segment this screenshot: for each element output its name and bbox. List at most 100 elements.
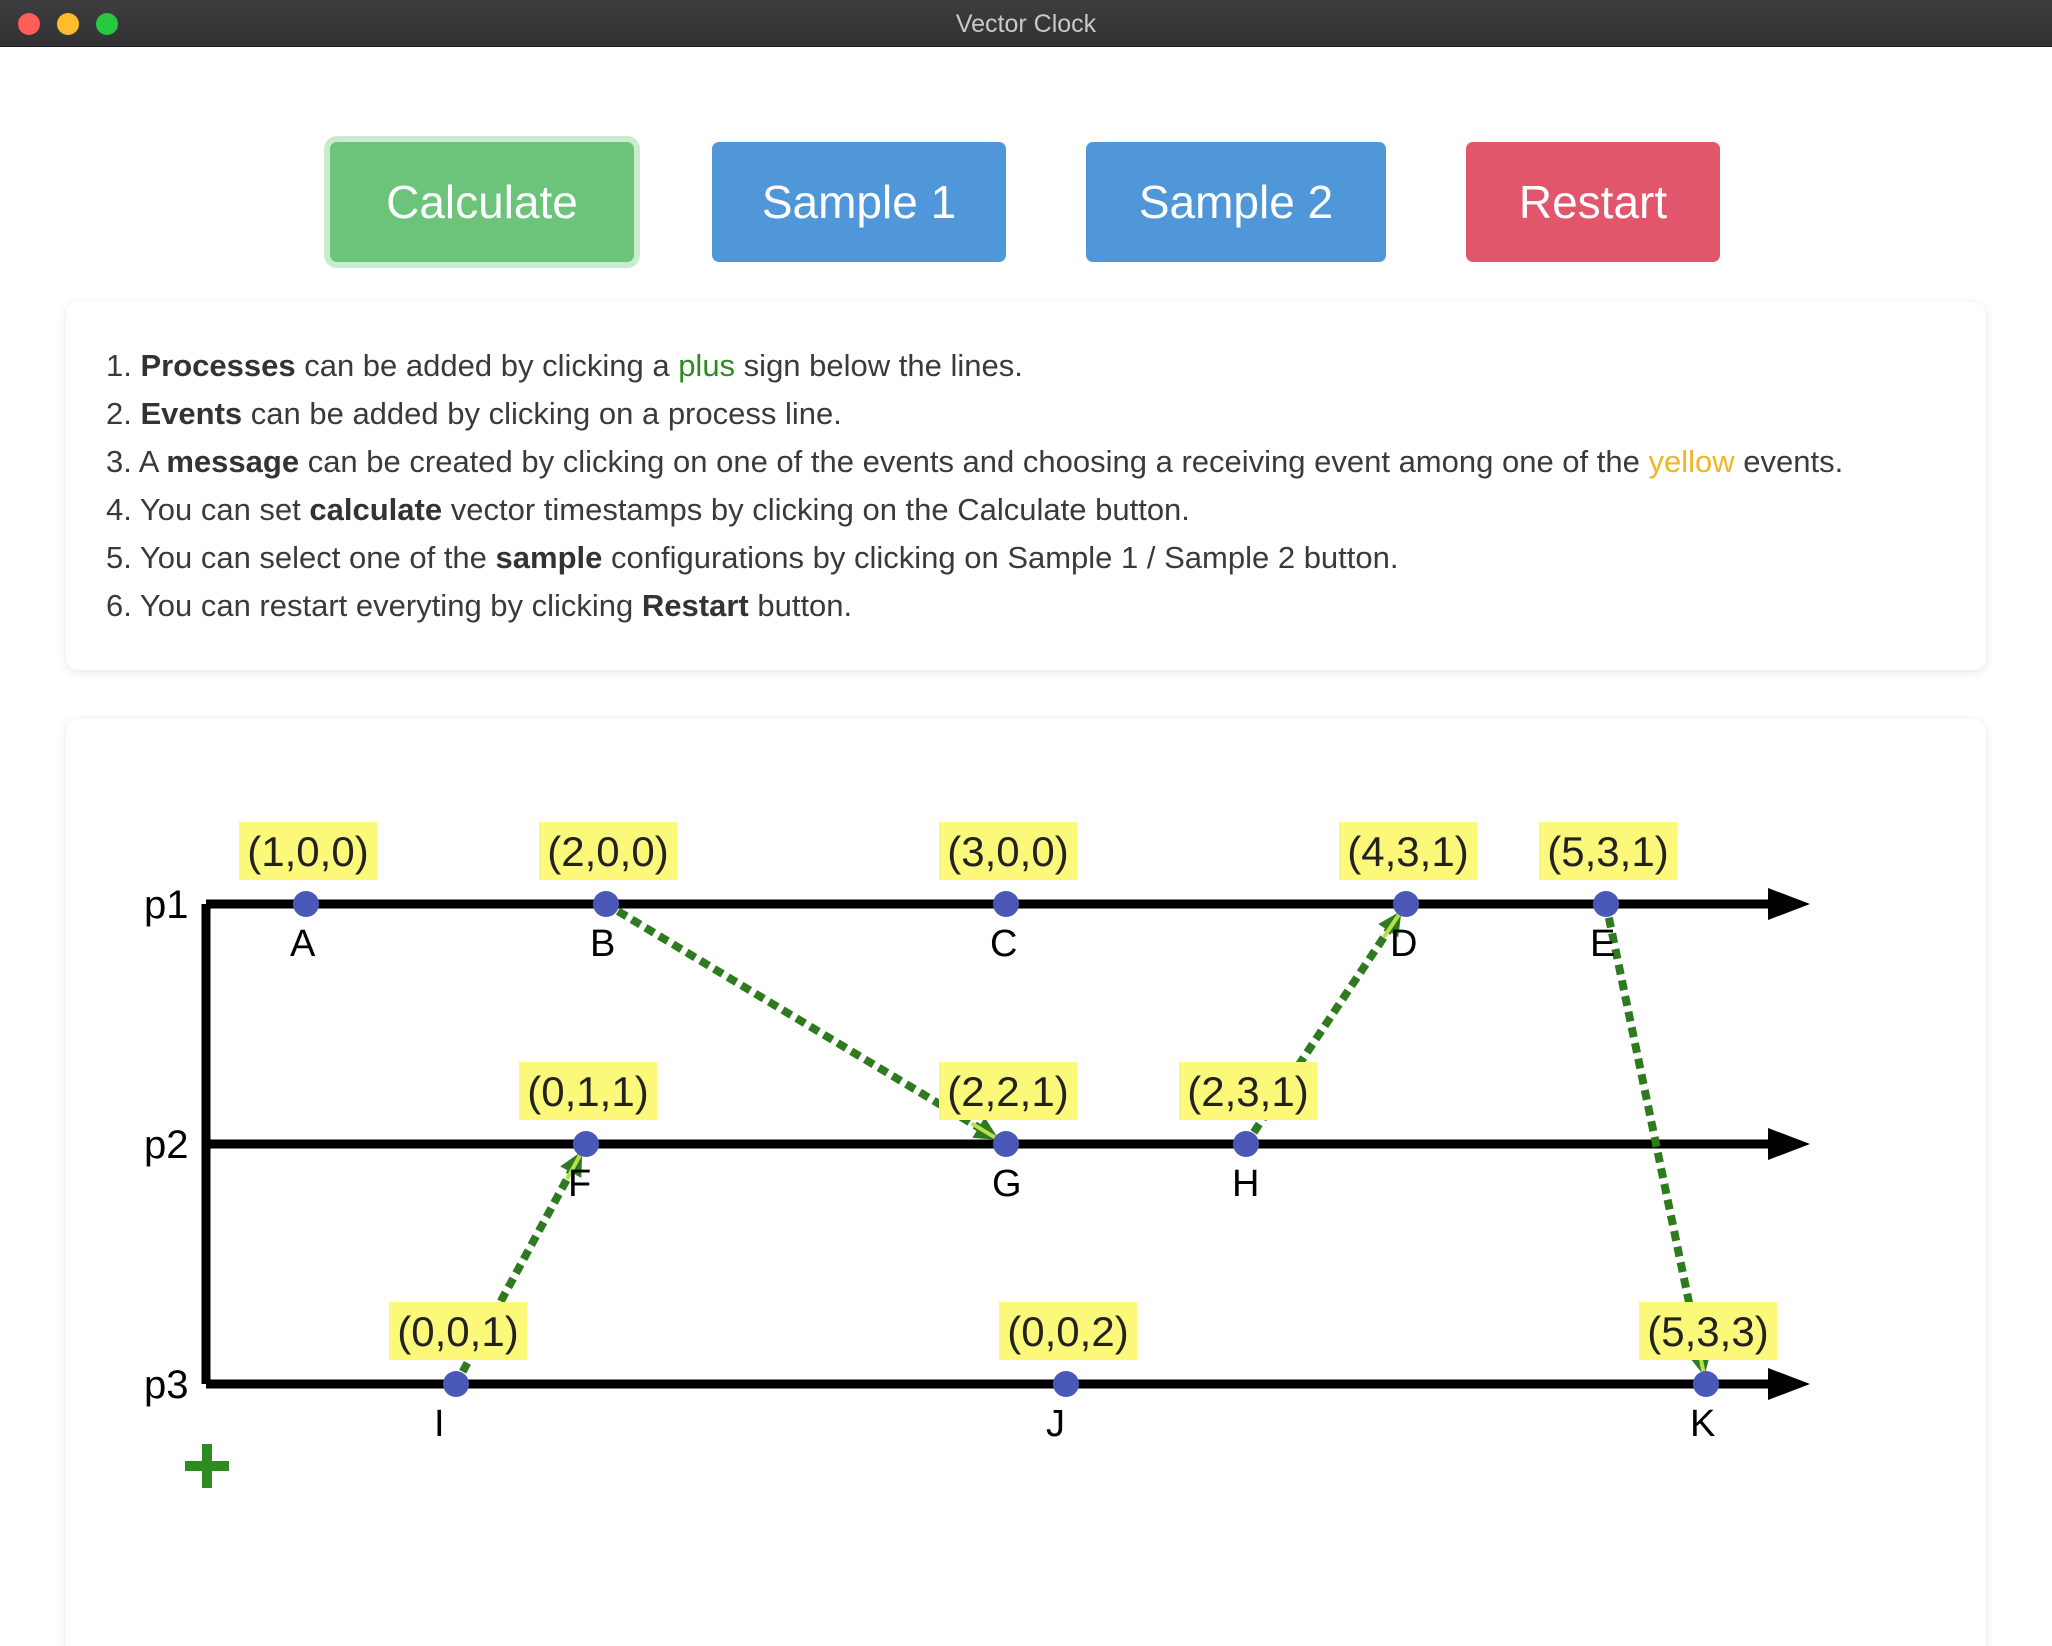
instruction-number: 3.: [106, 444, 139, 479]
title-bar: Vector Clock: [0, 0, 2052, 47]
event-dot-B[interactable]: [593, 891, 619, 917]
instruction-text: can be added by clicking a: [295, 348, 679, 383]
timestamp-badge: [939, 822, 1077, 880]
instruction-number: 2.: [106, 396, 141, 431]
restart-button[interactable]: Restart: [1466, 142, 1720, 262]
close-window-button[interactable]: [18, 13, 40, 35]
instruction-item: 1. Processes can be added by clicking a …: [106, 342, 1843, 390]
vector-timestamp: (2,3,1): [1187, 1068, 1308, 1115]
instruction-number: 1.: [106, 348, 141, 383]
instruction-text: can be created by clicking on one of the…: [299, 444, 1649, 479]
main-content: Calculate Sample 1 Sample 2 Restart 1. P…: [0, 47, 2052, 1646]
instruction-text: yellow: [1648, 444, 1735, 479]
instruction-text: events.: [1734, 444, 1844, 479]
event-dot-E[interactable]: [1593, 891, 1619, 917]
instruction-item: 3. A message can be created by clicking …: [106, 438, 1843, 486]
event-label: G: [992, 1163, 1022, 1205]
instruction-text: You can select one of the: [139, 540, 496, 575]
instruction-keyword: Restart: [641, 588, 749, 623]
vector-timestamp: (1,0,0): [247, 828, 368, 875]
timestamp-badge: [939, 1062, 1077, 1120]
instruction-keyword: Events: [140, 396, 243, 431]
timestamp-badge: [1639, 1302, 1777, 1360]
event-label: A: [290, 923, 316, 965]
maximize-window-button[interactable]: [96, 13, 118, 35]
event-dot-C[interactable]: [993, 891, 1019, 917]
timestamp-badge: [1539, 822, 1677, 880]
event-dot-D[interactable]: [1393, 891, 1419, 917]
timestamp-badge: [539, 822, 677, 880]
message-arrow: [615, 907, 995, 1140]
event-dot-J[interactable]: [1053, 1371, 1079, 1397]
event-label: H: [1232, 1163, 1259, 1205]
vector-timestamp: (2,2,1): [947, 1068, 1068, 1115]
process-label: p1: [144, 883, 189, 927]
event-label: B: [590, 923, 615, 965]
event-label: J: [1046, 1403, 1065, 1445]
vector-timestamp: (0,0,1): [397, 1308, 518, 1355]
plus-icon[interactable]: [185, 1444, 229, 1488]
instruction-text: can be added by clicking on a process li…: [242, 396, 842, 431]
minimize-window-button[interactable]: [57, 13, 79, 35]
instruction-text: configurations by clicking on Sample 1 /…: [602, 540, 1399, 575]
instruction-text: You can set: [139, 492, 310, 527]
instructions-list: 1. Processes can be added by clicking a …: [106, 342, 1843, 630]
instruction-keyword: Processes: [140, 348, 296, 383]
process-arrow-icon: [1768, 1368, 1810, 1400]
vector-clock-diagram[interactable]: p1 p2 p3 (1,0,0) A (2,0,0) B (3,0,0) C (4,3,1) D (5…: [66, 719, 1986, 1646]
plus-icon-vertical: [202, 1444, 212, 1488]
instruction-keyword: calculate: [309, 492, 443, 527]
sample-1-button[interactable]: Sample 1: [712, 142, 1006, 262]
event-label: E: [1590, 923, 1615, 965]
event-label: K: [1690, 1403, 1715, 1445]
calculate-button[interactable]: Calculate: [330, 142, 634, 262]
instruction-text: You can restart everyting by clicking: [139, 588, 642, 623]
instruction-item: 4. You can set calculate vector timestam…: [106, 486, 1843, 534]
vector-timestamp: (2,0,0): [547, 828, 668, 875]
instruction-number: 4.: [106, 492, 140, 527]
diagram-canvas[interactable]: p1 p2 p3 (1,0,0) A (2,0,0) B (3,0,0) C (4,3,1) D (5…: [66, 719, 1986, 1646]
vector-timestamp: (3,0,0): [947, 828, 1068, 875]
process-label: p2: [144, 1123, 189, 1167]
instruction-item: 2. Events can be added by clicking on a …: [106, 390, 1843, 438]
sample-2-button[interactable]: Sample 2: [1086, 142, 1386, 262]
process-label: p3: [144, 1363, 189, 1407]
instructions-card: 1. Processes can be added by clicking a …: [66, 302, 1986, 670]
vector-timestamp: (5,3,1): [1547, 828, 1668, 875]
instruction-text: plus: [678, 348, 736, 383]
vector-timestamp: (4,3,1): [1347, 828, 1468, 875]
instruction-item: 6. You can restart everyting by clicking…: [106, 582, 1843, 630]
instruction-text: button.: [748, 588, 853, 623]
timestamp-badge: [519, 1062, 657, 1120]
event-label: I: [434, 1403, 445, 1445]
event-dot-F[interactable]: [573, 1131, 599, 1157]
process-arrow-icon: [1768, 888, 1810, 920]
timestamp-badge: [999, 1302, 1137, 1360]
vector-timestamp: (0,0,2): [1007, 1308, 1128, 1355]
timestamp-badge: [239, 822, 377, 880]
process-arrow-icon: [1768, 1128, 1810, 1160]
event-dot-I[interactable]: [443, 1371, 469, 1397]
event-label: D: [1390, 923, 1417, 965]
timestamp-badge: [1339, 822, 1477, 880]
event-label: C: [990, 923, 1017, 965]
instruction-number: 6.: [106, 588, 140, 623]
instruction-text: vector timestamps by clicking on the Cal…: [442, 492, 1190, 527]
event-dot-G[interactable]: [993, 1131, 1019, 1157]
instruction-keyword: message: [166, 444, 300, 479]
event-dot-A[interactable]: [293, 891, 319, 917]
instruction-text: A: [138, 444, 167, 479]
vector-timestamp: (5,3,3): [1647, 1308, 1768, 1355]
window-title: Vector Clock: [955, 10, 1097, 38]
timestamp-badge: [1179, 1062, 1317, 1120]
message-arrow: [1250, 915, 1401, 1135]
instruction-number: 5.: [106, 540, 140, 575]
vector-timestamp: (0,1,1): [527, 1068, 648, 1115]
event-dot-H[interactable]: [1233, 1131, 1259, 1157]
event-label: F: [568, 1163, 591, 1205]
message-arrow: [1604, 916, 1707, 1370]
event-dot-K[interactable]: [1693, 1371, 1719, 1397]
instruction-item: 5. You can select one of the sample conf…: [106, 534, 1843, 582]
timestamp-badge: [389, 1302, 527, 1360]
